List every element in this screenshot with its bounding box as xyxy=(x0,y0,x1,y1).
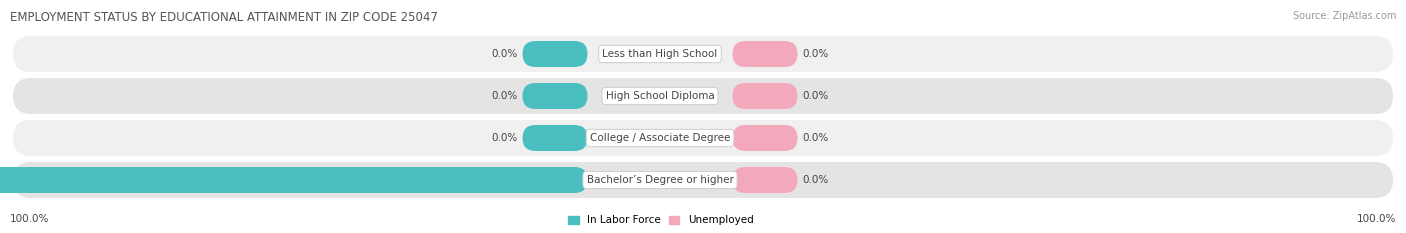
FancyBboxPatch shape xyxy=(13,162,1393,198)
FancyBboxPatch shape xyxy=(733,125,797,151)
Text: 0.0%: 0.0% xyxy=(491,91,517,101)
Text: EMPLOYMENT STATUS BY EDUCATIONAL ATTAINMENT IN ZIP CODE 25047: EMPLOYMENT STATUS BY EDUCATIONAL ATTAINM… xyxy=(10,11,437,24)
Text: Bachelor’s Degree or higher: Bachelor’s Degree or higher xyxy=(586,175,734,185)
Text: 0.0%: 0.0% xyxy=(491,49,517,59)
Text: 0.0%: 0.0% xyxy=(803,91,828,101)
Text: College / Associate Degree: College / Associate Degree xyxy=(589,133,730,143)
FancyBboxPatch shape xyxy=(13,78,1393,114)
Text: 0.0%: 0.0% xyxy=(803,133,828,143)
FancyBboxPatch shape xyxy=(733,41,797,67)
FancyBboxPatch shape xyxy=(13,36,1393,72)
Text: Less than High School: Less than High School xyxy=(602,49,717,59)
Text: High School Diploma: High School Diploma xyxy=(606,91,714,101)
Text: Source: ZipAtlas.com: Source: ZipAtlas.com xyxy=(1292,11,1396,21)
FancyBboxPatch shape xyxy=(523,125,588,151)
Text: 0.0%: 0.0% xyxy=(803,175,828,185)
FancyBboxPatch shape xyxy=(733,167,797,193)
FancyBboxPatch shape xyxy=(523,41,588,67)
Text: 100.0%: 100.0% xyxy=(10,214,49,224)
FancyBboxPatch shape xyxy=(0,167,588,193)
Legend: In Labor Force, Unemployed: In Labor Force, Unemployed xyxy=(568,216,754,226)
Text: 100.0%: 100.0% xyxy=(1357,214,1396,224)
FancyBboxPatch shape xyxy=(523,83,588,109)
FancyBboxPatch shape xyxy=(733,83,797,109)
Text: 0.0%: 0.0% xyxy=(803,49,828,59)
Text: 0.0%: 0.0% xyxy=(491,133,517,143)
FancyBboxPatch shape xyxy=(13,120,1393,156)
